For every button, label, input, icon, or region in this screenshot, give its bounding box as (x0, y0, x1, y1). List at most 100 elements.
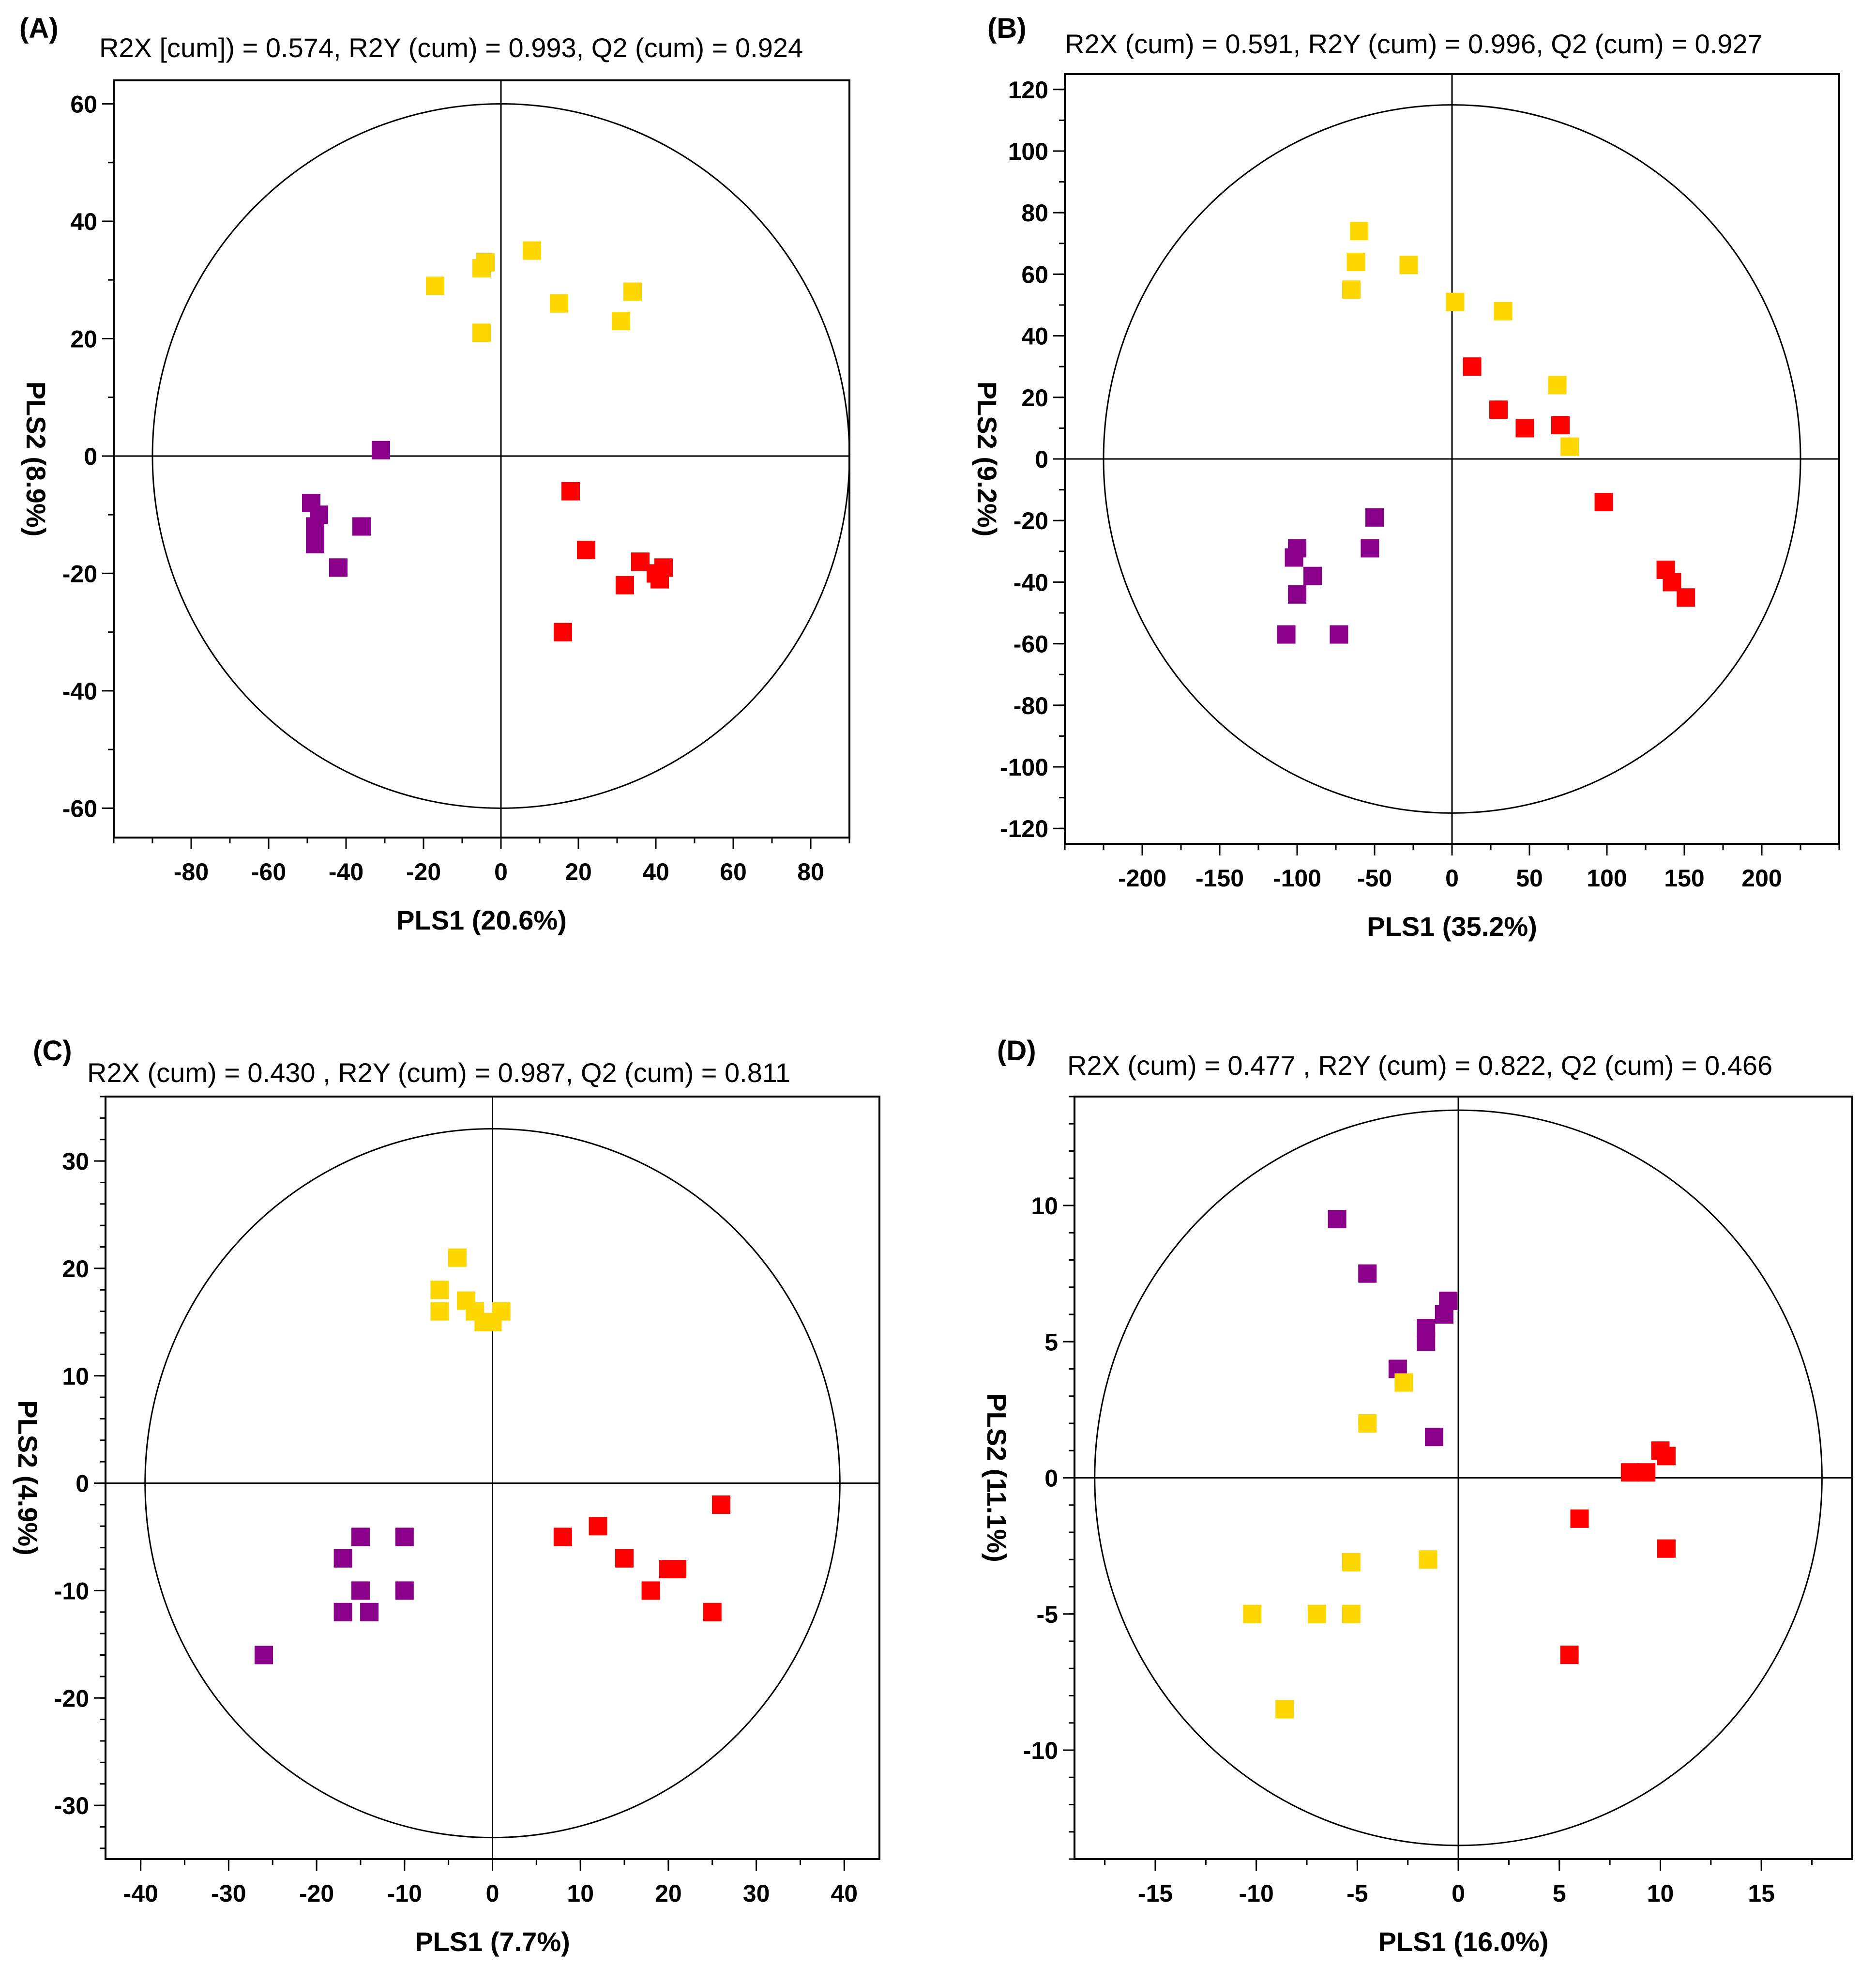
y-tick-label: 0 (1044, 1465, 1058, 1492)
purple-sample-point (1424, 1428, 1443, 1447)
panel-d-group-red (1560, 1441, 1676, 1664)
y-tick-label: 20 (1021, 384, 1048, 412)
x-tick-label: -60 (251, 858, 286, 885)
yellow-sample-point (1399, 256, 1418, 275)
y-tick-label: -30 (54, 1792, 89, 1819)
y-tick-label: -120 (1000, 815, 1048, 842)
red-sample-point (631, 552, 650, 571)
purple-sample-point (306, 534, 324, 553)
purple-sample-point (1435, 1305, 1453, 1324)
x-tick-label: 0 (486, 1880, 499, 1907)
purple-sample-point (333, 1602, 352, 1621)
x-tick-label: 150 (1664, 865, 1704, 892)
y-tick-label: -60 (1014, 631, 1048, 658)
y-tick-label: -20 (1014, 507, 1048, 534)
yellow-sample-point (1346, 252, 1365, 271)
y-tick-label: -100 (1000, 754, 1048, 781)
panel-a-x-axis-label: PLS1 (20.6%) (396, 905, 567, 935)
y-tick-label: -20 (54, 1685, 89, 1712)
panel-d-y-axis-label: PLS2 (11.1%) (982, 1393, 1012, 1562)
panel-c-stats: R2X (cum) = 0.430 , R2Y (cum) = 0.987, Q… (87, 1057, 790, 1088)
yellow-sample-point (1275, 1700, 1294, 1719)
y-tick-label: 60 (70, 91, 97, 118)
purple-sample-point (1365, 508, 1384, 527)
y-tick-label: 120 (1008, 76, 1048, 104)
panel-b-x-axis-label: PLS1 (35.2%) (1367, 911, 1537, 942)
x-tick-label: 20 (565, 858, 592, 885)
red-sample-point (1677, 588, 1695, 607)
x-tick-label: 80 (797, 858, 824, 885)
yellow-sample-point (430, 1281, 449, 1299)
panel-b-stats: R2X (cum) = 0.591, R2Y (cum) = 0.996, Q2… (1065, 29, 1763, 59)
panel-a-group-red (554, 482, 673, 641)
panel-b-label: (B) (987, 13, 1027, 44)
purple-sample-point (360, 1602, 379, 1621)
yellow-sample-point (492, 1302, 511, 1321)
red-sample-point (1463, 357, 1482, 376)
purple-sample-point (329, 558, 348, 577)
x-tick-label: -40 (329, 858, 363, 885)
red-sample-point (577, 540, 595, 559)
yellow-sample-point (612, 312, 630, 331)
x-tick-label: 10 (1647, 1880, 1674, 1907)
yellow-sample-point (1307, 1604, 1326, 1623)
x-tick-label: -30 (211, 1880, 246, 1907)
red-sample-point (1489, 400, 1508, 419)
panel-c-x-axis-label: PLS1 (7.7%) (415, 1926, 570, 1957)
red-sample-point (651, 570, 669, 589)
red-sample-point (616, 576, 634, 595)
red-sample-point (615, 1549, 634, 1568)
panel-d: (D) R2X (cum) = 0.477 , R2Y (cum) = 0.822… (982, 1035, 1853, 1957)
x-tick-label: 20 (655, 1880, 682, 1907)
x-tick-label: -150 (1195, 865, 1244, 892)
x-tick-label: -100 (1273, 865, 1321, 892)
purple-sample-point (1358, 1264, 1377, 1283)
y-tick-label: 80 (1021, 199, 1048, 227)
yellow-sample-point (1243, 1604, 1262, 1623)
y-tick-label: 20 (70, 325, 97, 352)
y-tick-label: -10 (1023, 1737, 1058, 1764)
red-sample-point (1637, 1463, 1656, 1482)
yellow-sample-point (474, 1312, 493, 1331)
red-sample-point (1515, 419, 1534, 438)
purple-sample-point (352, 517, 371, 536)
y-tick-label: 40 (70, 208, 97, 235)
panel-a-label: (A) (19, 13, 59, 44)
x-tick-label: 60 (720, 858, 747, 885)
red-sample-point (1594, 493, 1613, 512)
yellow-sample-point (430, 1302, 449, 1321)
red-sample-point (561, 482, 580, 501)
yellow-sample-point (1419, 1550, 1437, 1569)
y-tick-label: 5 (1044, 1328, 1058, 1356)
x-tick-label: 10 (567, 1880, 594, 1907)
purple-sample-point (372, 441, 390, 459)
y-tick-label: 40 (1021, 323, 1048, 350)
red-sample-point (1570, 1509, 1589, 1528)
red-sample-point (668, 1560, 687, 1579)
x-tick-label: 40 (831, 1880, 858, 1907)
yellow-sample-point (426, 276, 444, 295)
red-sample-point (1560, 1646, 1579, 1664)
panel-c-group-purple (255, 1527, 414, 1664)
x-tick-label: -10 (1239, 1880, 1274, 1907)
x-tick-label: -40 (123, 1880, 158, 1907)
y-tick-label: 20 (62, 1255, 89, 1282)
x-tick-label: -15 (1138, 1880, 1173, 1907)
purple-sample-point (255, 1646, 273, 1664)
x-tick-label: -5 (1346, 1880, 1368, 1907)
panel-d-group-yellow (1243, 1373, 1437, 1719)
red-sample-point (1551, 416, 1570, 435)
x-tick-label: 30 (743, 1880, 770, 1907)
x-tick-label: 40 (642, 858, 669, 885)
panel-b-y-axis-label: PLS2 (9.2%) (972, 381, 1002, 537)
yellow-sample-point (1358, 1414, 1377, 1433)
yellow-sample-point (623, 282, 642, 301)
x-tick-label: 0 (494, 858, 508, 885)
x-tick-label: 50 (1516, 865, 1543, 892)
yellow-sample-point (1494, 302, 1513, 320)
red-sample-point (703, 1602, 722, 1621)
red-sample-point (711, 1495, 730, 1514)
purple-sample-point (1330, 625, 1348, 644)
y-tick-label: 30 (62, 1148, 89, 1175)
x-tick-label: -10 (387, 1880, 422, 1907)
